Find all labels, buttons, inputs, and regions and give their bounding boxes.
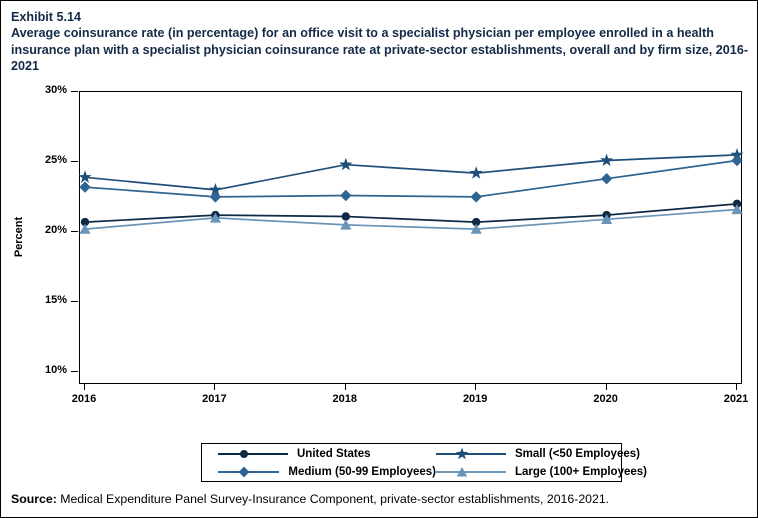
source-note: Source: Medical Expenditure Panel Survey… [11, 492, 609, 506]
x-tick-label: 2021 [723, 393, 749, 405]
triangle-marker-icon [209, 212, 221, 223]
legend-label: Large (100+ Employees) [515, 465, 647, 478]
legend-sample [218, 466, 280, 477]
legend-sample [218, 449, 288, 458]
exhibit-label: Exhibit 5.14 [11, 10, 81, 24]
source-label: Source: [11, 492, 57, 506]
diamond-marker-icon [340, 189, 352, 202]
diamond-marker-icon [470, 191, 482, 203]
diamond-marker-icon [600, 173, 613, 185]
x-tick-label: 2018 [332, 393, 358, 405]
triangle-marker-icon [601, 213, 613, 224]
legend-item: Medium (50-99 Employees) [218, 463, 436, 480]
star-marker-icon [730, 148, 744, 161]
star-marker-icon [455, 446, 469, 459]
plot-area [78, 91, 744, 384]
chart-title: Average coinsurance rate (in percentage)… [11, 26, 749, 74]
triangle-marker-icon [340, 219, 352, 230]
legend-sample [436, 466, 506, 476]
star-marker-icon [600, 153, 614, 167]
series-line-small-50-employees [84, 154, 738, 191]
y-tick-label: 10% [44, 363, 67, 376]
y-tick-label: 15% [44, 293, 67, 306]
source-text: Medical Expenditure Panel Survey-Insuran… [56, 492, 610, 506]
star-marker-icon [78, 170, 92, 183]
x-tick [736, 384, 737, 390]
legend: United States Small (<50 Employees) Medium… [201, 443, 647, 482]
x-tick-label: 2020 [593, 393, 618, 405]
legend-label: United States [297, 447, 371, 460]
y-tick-label: 30% [44, 84, 67, 96]
legend-item: Large (100+ Employees) [436, 463, 647, 480]
x-tick-label: 2016 [71, 393, 97, 405]
star-marker-icon [469, 166, 483, 179]
diamond-marker-icon [209, 191, 222, 203]
y-tick [71, 230, 78, 232]
y-tick [71, 160, 78, 162]
circle-marker-icon [80, 217, 90, 227]
diamond-marker-icon [238, 466, 250, 477]
triangle-marker-icon [456, 466, 468, 476]
y-axis-title: Percent [13, 216, 25, 258]
triangle-marker-icon [470, 223, 482, 234]
series-line-medium-50-99-employees [84, 159, 738, 198]
triangle-marker-icon [79, 223, 91, 234]
legend-label: Small (<50 Employees) [515, 447, 640, 460]
circle-marker-icon [341, 212, 350, 221]
circle-marker-icon [732, 199, 742, 209]
title-block: Exhibit 5.14 Average coinsurance rate (i… [11, 9, 755, 74]
series-line-large-100-employees [84, 208, 738, 230]
circle-marker-icon [472, 217, 481, 227]
legend-item: Small (<50 Employees) [436, 445, 647, 462]
legend-sample [436, 446, 506, 459]
x-tick [605, 384, 607, 390]
triangle-marker-icon [731, 204, 743, 215]
star-marker-icon [208, 183, 222, 196]
x-tick [214, 384, 216, 390]
y-tick [71, 91, 78, 92]
y-tick [71, 300, 78, 302]
diamond-marker-icon [79, 181, 91, 193]
circle-marker-icon [240, 449, 248, 458]
diamond-marker-icon [731, 154, 743, 167]
legend-item: United States [218, 445, 436, 462]
x-tick [84, 384, 85, 390]
series-line-united-states [84, 203, 738, 223]
x-tick-label: 2017 [202, 393, 227, 405]
x-tick [475, 384, 477, 390]
star-marker-icon [339, 157, 353, 171]
y-tick-label: 20% [44, 223, 67, 236]
x-tick-label: 2019 [462, 393, 488, 405]
y-tick-label: 25% [44, 153, 67, 166]
y-tick [71, 370, 78, 372]
legend-label: Medium (50-99 Employees) [288, 465, 436, 478]
x-tick [344, 384, 346, 390]
line-chart [78, 148, 744, 234]
